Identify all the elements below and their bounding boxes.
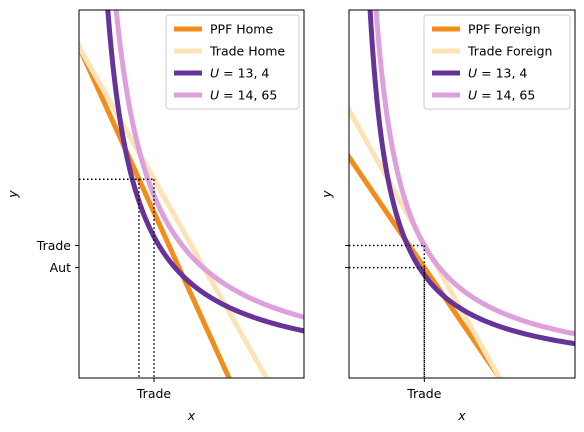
legend-label: PPF Home xyxy=(210,22,273,37)
y-tick-label: Aut xyxy=(50,260,71,275)
series-line xyxy=(79,40,232,378)
legend-box xyxy=(165,14,300,110)
legend: PPF Foreign Trade Foreign U = 13, 4 U = 14,… xyxy=(423,14,571,110)
series-line xyxy=(349,104,503,378)
x-axis-label: x xyxy=(187,408,196,423)
chart-panel-home: Trade Trade Aut x y PPF Home Trade Home U = 13,… xyxy=(5,9,305,423)
series-line xyxy=(367,10,575,347)
plot-area xyxy=(79,10,304,378)
x-tick-label: Trade xyxy=(406,386,442,401)
legend: PPF Home Trade Home U = 13, 4 U = 14, 65 xyxy=(165,14,300,110)
legend-label: U = 13, 4 xyxy=(210,66,269,81)
legend-label: U = 14, 65 xyxy=(468,88,535,103)
y-axis-label: y xyxy=(319,190,334,199)
series-line xyxy=(105,10,304,334)
y-axis-label: y xyxy=(5,190,20,199)
series-line xyxy=(349,152,503,378)
plot-area xyxy=(349,10,575,378)
series-line xyxy=(113,10,304,320)
legend-box xyxy=(423,14,571,110)
y-tick-label: Trade xyxy=(36,238,72,253)
x-axis-label: x xyxy=(457,408,466,423)
axes-frame xyxy=(348,9,576,379)
legend-label: U = 14, 65 xyxy=(210,88,277,103)
axes-frame xyxy=(78,9,305,379)
legend-label: Trade Home xyxy=(209,44,285,59)
x-tick-label: Trade xyxy=(136,386,172,401)
series-line xyxy=(373,10,575,337)
series-line xyxy=(79,41,270,378)
legend-label: U = 13, 4 xyxy=(468,66,527,81)
legend-label: Trade Foreign xyxy=(467,44,552,59)
legend-label: PPF Foreign xyxy=(468,22,541,37)
